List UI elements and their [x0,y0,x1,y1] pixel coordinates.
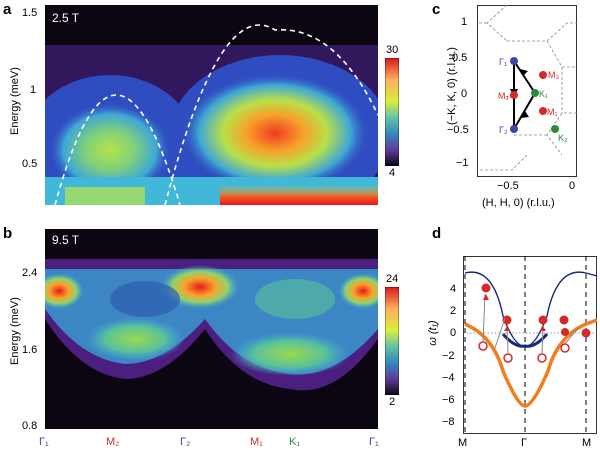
panel-d-label: d [432,225,442,242]
panel-d-ytick-1: 4 [450,283,457,295]
panel-b-cbar-min: 2 [389,396,396,408]
panel-d-ytick-4: −2 [442,350,455,362]
panel-b-cbar-max: 24 [386,273,399,285]
panel-b-ylabel: Energy (meV) [9,297,21,365]
panel-d-ytick-5: −4 [442,372,455,384]
bottom-label-m2: M₂ [106,436,120,448]
panel-c-m2: M₂ [498,91,509,101]
panel-d-ytick-3: 0 [450,327,457,339]
panel-c-m1: M₁ [547,107,558,117]
panel-a-ylabel: Energy (meV) [9,67,21,135]
panel-a-colorbar [385,58,399,166]
bottom-label-k1: K₁ [289,436,301,448]
bottom-label-gamma2: Γ₂ [180,436,191,448]
panel-d-ylabel: ω (t₁) [427,320,439,346]
panel-c-m3: M₃ [548,70,559,80]
panel-d-ytick-7: −8 [442,416,455,428]
panel-c-label: c [432,1,441,18]
panel-c-ytick-1: 1 [461,16,468,28]
panel-b-heatmap: 9.5 T [45,229,378,429]
panel-b-ytick-2: 1.6 [22,344,38,356]
panel-d-ytick-2: 2 [450,305,457,317]
panel-d-xtick-m-left: M [458,437,468,449]
panel-a-ytick-1: 1.5 [22,7,38,19]
panel-c-k2: K₂ [558,133,568,143]
panel-c-xtick-2: 0 [569,180,576,192]
panel-b-colorbar [385,287,399,395]
panel-c-plot: Γ₁ Γ₂ M₂ K₁ M₃ M₁ K₂ [477,5,577,177]
panel-a-cbar-max: 30 [386,44,399,56]
panel-a-field: 2.5 T [52,11,80,25]
panel-c-gamma1: Γ₁ [499,57,507,67]
panel-c-gamma2: Γ₂ [499,125,508,135]
panel-b-label: b [3,225,13,242]
panel-c-k1: K₁ [539,89,548,99]
bottom-label-gamma1-left: Γ₁ [39,436,49,448]
panel-c-ytick-4: −0.5 [447,124,469,136]
panel-b-field: 9.5 T [52,233,80,247]
panel-a-ytick-2: 1 [30,84,37,96]
panel-c-ytick-2: 0.5 [452,52,468,64]
panel-c-xlabel: (H, H, 0) (r.l.u.) [482,197,555,209]
panel-d-plot [463,256,597,434]
panel-b-ytick-3: 0.8 [22,420,38,432]
panel-b-ytick-1: 2.4 [22,267,38,279]
panel-a-cbar-min: 4 [389,167,396,179]
bottom-label-m1: M₁ [250,436,263,448]
panel-d-ytick-6: −6 [442,394,455,406]
panel-c-ytick-5: −1 [456,157,469,169]
panel-d-xtick-gamma: Γ [521,437,528,449]
panel-a-label: a [3,1,12,18]
bottom-label-gamma1-right: Γ₁ [369,436,379,448]
panel-c-ytick-3: 0 [461,88,468,100]
panel-c-xtick-1: −0.5 [497,180,519,192]
panel-d-xtick-m-right: M [582,437,592,449]
panel-a-heatmap: 2.5 T [45,5,378,205]
panel-a-ytick-3: 0.5 [22,158,38,170]
